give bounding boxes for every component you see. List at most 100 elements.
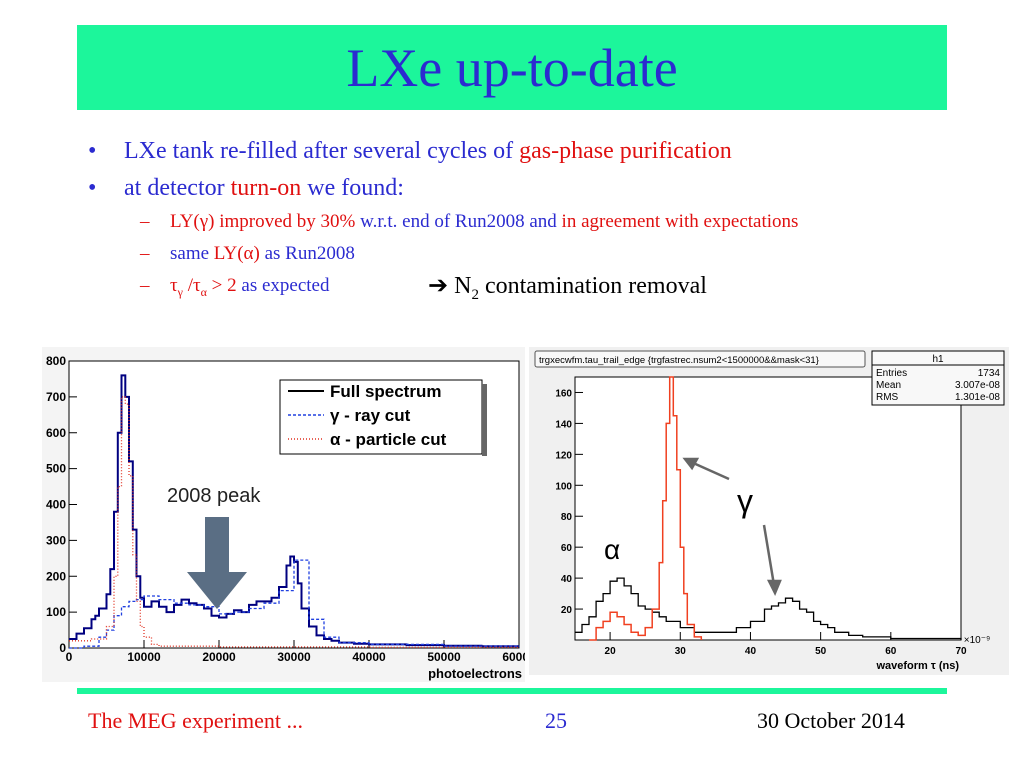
x-tick-label: 40 <box>745 646 757 657</box>
stats-name: h1 <box>932 354 944 365</box>
spectrum-figure: 0 10000 20000 30000 40000 50000 60000 0 100 200 30… <box>42 347 536 682</box>
legend-label: α - particle cut <box>330 430 447 449</box>
bullet-highlight: gas-phase purification <box>519 138 732 164</box>
bullet-turn-on: • at detector turn-on we found: <box>88 173 988 203</box>
alpha-annotation: α <box>604 534 620 565</box>
sub-bullet-text: as Run2008 <box>259 243 355 264</box>
conclusion-subscript: 2 <box>471 286 479 303</box>
x-axis-label: photoelectrons <box>428 666 522 681</box>
x-tick-label: 20 <box>605 646 617 657</box>
y-tick-label: 500 <box>46 462 66 476</box>
x-tick-label: 60000 <box>502 650 525 664</box>
dash-icon: – <box>140 211 150 232</box>
y-tick-label: 140 <box>555 419 572 430</box>
x-tick-label: 0 <box>66 650 73 664</box>
title-bar: LXe up-to-date <box>77 25 947 110</box>
y-tick-label: 100 <box>555 481 572 492</box>
x-tick-label: 70 <box>955 646 967 657</box>
x-tick-label: 10000 <box>127 650 161 664</box>
series-line-2 <box>589 376 703 641</box>
series-line-1 <box>69 374 519 648</box>
sub-bullet-highlight: LY(γ) improved by 30% <box>170 211 356 232</box>
x-tick-label: 50 <box>815 646 827 657</box>
x-tick-label: 20000 <box>202 650 236 664</box>
right-arrow-icon: ➔ <box>428 273 449 299</box>
tau-chart: trgxecwfm.tau_trail_edge {trgfastrec.nsu… <box>531 349 1007 673</box>
bullet-text: LXe tank re-filled after several cycles … <box>124 138 520 164</box>
sub-bullet-text: same <box>170 243 214 264</box>
conclusion-text: N <box>448 273 472 299</box>
bullet-highlight: turn-on <box>230 175 302 201</box>
bullet-refill: • LXe tank re-filled after several cycle… <box>88 136 988 166</box>
arrow-line <box>762 524 776 586</box>
x-tick-label: 50000 <box>427 650 461 664</box>
y-tick-label: 300 <box>46 533 66 547</box>
y-tick-label: 80 <box>561 512 573 523</box>
legend-label: γ - ray cut <box>330 406 411 425</box>
gamma-annotation: γ <box>737 483 753 519</box>
stats-value: 1734 <box>978 368 1001 379</box>
histogram-title: trgxecwfm.tau_trail_edge {trgfastrec.nsu… <box>539 355 819 366</box>
arrow-head-icon <box>682 457 700 471</box>
stats-key: RMS <box>876 392 899 403</box>
y-tick-label: 160 <box>555 388 572 399</box>
stats-key: Entries <box>876 368 907 379</box>
sub-bullet-highlight: in agreement with expectations <box>561 211 799 232</box>
y-tick-label: 60 <box>561 543 573 554</box>
arrow-head-icon <box>766 579 782 597</box>
tau-ratio: τγ /τα > 2 <box>170 275 237 299</box>
tau-symbol: /τ <box>182 275 201 296</box>
y-tick-label: 400 <box>46 498 66 512</box>
arrow-line <box>690 460 730 481</box>
gamma-subscript: γ <box>177 284 183 299</box>
y-tick-label: 20 <box>561 605 573 616</box>
y-tick-label: 600 <box>46 426 66 440</box>
tau-symbol: τ <box>170 275 178 296</box>
x-tick-label: 30000 <box>277 650 311 664</box>
x-tick-label: 40000 <box>352 650 386 664</box>
sub-bullet-text: w.r.t. end of Run2008 and <box>355 211 562 232</box>
series-line-2 <box>69 559 520 649</box>
footer-left: The MEG experiment ... <box>88 708 304 733</box>
y-tick-label: 800 <box>46 354 66 368</box>
legend-box <box>279 379 483 455</box>
y-tick-label: 120 <box>555 450 572 461</box>
sub-bullet-tau-ratio: – τγ /τα > 2 as expected ➔ N2 contaminat… <box>88 274 988 304</box>
peak-annotation: 2008 peak <box>167 485 261 507</box>
sub-bullet-text: as expected <box>236 275 330 296</box>
bullet-dot-icon: • <box>88 175 97 201</box>
y-tick-label: 0 <box>59 641 66 655</box>
bullet-text: we found: <box>301 175 404 201</box>
bullet-text: at detector <box>124 175 231 201</box>
stats-frame <box>871 350 1005 406</box>
y-tick-label: 40 <box>561 574 573 585</box>
down-arrow-icon <box>187 517 247 609</box>
gamma-arrows <box>682 457 782 597</box>
x-tick-label: 30 <box>675 646 687 657</box>
bullet-list: • LXe tank re-filled after several cycle… <box>88 136 988 312</box>
legend-label: Full spectrum <box>330 382 441 401</box>
conclusion-text: contamination removal <box>478 273 707 299</box>
legend: Full spectrum γ - ray cut α - particle c… <box>279 379 487 456</box>
series-line-3 <box>69 396 519 648</box>
footer-divider <box>77 688 947 694</box>
stats-value: 1.301e-08 <box>955 392 1000 403</box>
bullet-dot-icon: • <box>88 138 97 164</box>
alpha-subscript: α <box>200 284 207 299</box>
conclusion: ➔ N2 contamination removal <box>428 274 707 307</box>
histogram-title-box <box>534 350 866 368</box>
x-tick-label: 60 <box>885 646 897 657</box>
sub-bullet-ly-alpha: – same LY(α) as Run2008 <box>88 242 988 266</box>
dash-icon: – <box>140 243 150 264</box>
legend-shadow <box>482 384 487 456</box>
tau-figure: trgxecwfm.tau_trail_edge {trgfastrec.nsu… <box>529 347 1009 675</box>
y-tick-label: 200 <box>46 569 66 583</box>
stats-key: Mean <box>876 380 901 391</box>
dash-icon: – <box>140 275 150 296</box>
x-exponent: ×10⁻⁹ <box>964 635 991 646</box>
slide-title: LXe up-to-date <box>346 38 678 98</box>
y-tick-label: 700 <box>46 390 66 404</box>
stats-box: h1 Entries 1734 Mean 3.007e-08 RMS 1.301… <box>871 350 1005 406</box>
ratio-value: > 2 <box>206 275 237 296</box>
stats-value: 3.007e-08 <box>955 380 1000 391</box>
